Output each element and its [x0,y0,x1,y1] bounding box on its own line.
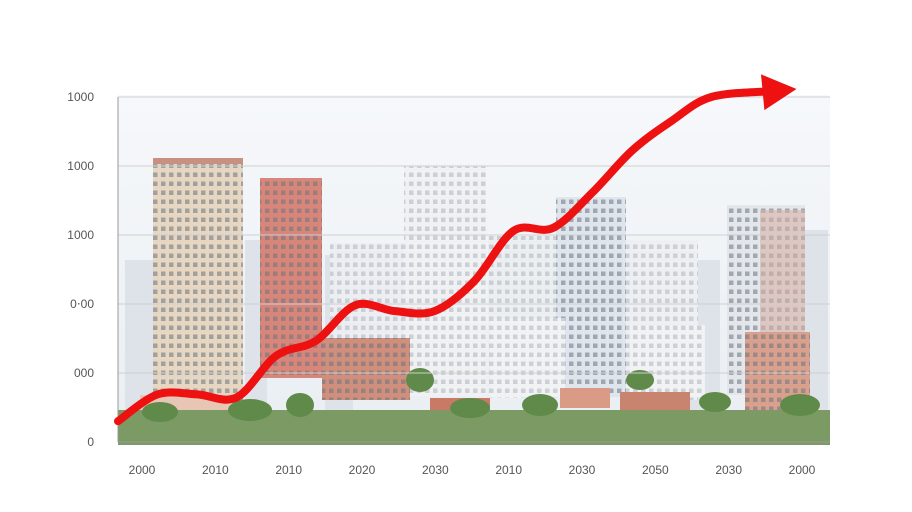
x-tick-label: 2010 [275,463,302,477]
series-layer [114,74,797,426]
skyline-photo [118,95,830,445]
x-tick-label: 2000 [789,463,816,477]
trend-line [114,87,779,426]
y-tick-label: 0 [87,435,94,449]
x-tick-label: 2030 [569,463,596,477]
tower-2 [260,178,322,378]
x-tick-label: 2000 [129,463,156,477]
y-tick-label: 1000 [67,90,94,104]
trend-arrow-head [761,74,797,111]
y-tick-label: 0⋅00 [70,297,94,311]
x-tick-label: 2050 [642,463,669,477]
x-tick-label: 2010 [202,463,229,477]
y-tick-label: 000 [74,366,94,380]
x-axis-ticks: 2000 2010 2010 2020 2030 2010 2030 2050 2030 2000 [129,463,816,477]
y-tick-label: 1000 [67,228,94,242]
x-tick-label: 2010 [495,463,522,477]
x-tick-label: 2020 [349,463,376,477]
axes [117,97,830,443]
x-tick-label: 2030 [715,463,742,477]
y-tick-label: 1000 [67,159,94,173]
tower-6 [556,197,626,397]
x-tick-label: 2030 [422,463,449,477]
tower-1 [153,158,243,408]
trees [118,368,830,445]
